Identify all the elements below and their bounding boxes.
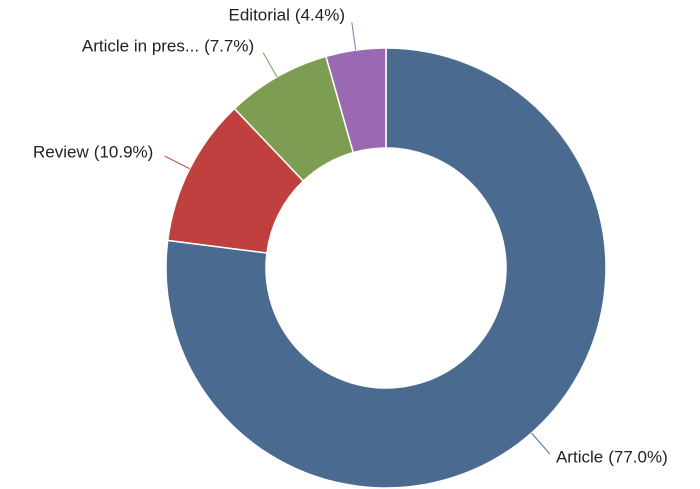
slice-label: Article (77.0%) [556,448,668,467]
category-label: Editorial [229,6,290,25]
category-label: Review [33,143,89,162]
leader-line [262,52,278,78]
value-label: (7.7%) [204,37,254,56]
leader-line [531,432,551,455]
leader-line [351,22,357,51]
donut-slice [325,47,387,154]
value-label: (77.0%) [608,448,668,467]
slice-label: Article in pres... (7.7%) [82,37,254,56]
slice-label: Review (10.9%) [33,143,153,162]
slice-label: Editorial (4.4%) [229,6,346,25]
value-label: (10.9%) [94,143,154,162]
donut-slice [165,47,607,489]
category-label: Article [556,448,603,467]
category-label: Article in pres... [82,37,199,56]
leader-line [164,155,190,170]
value-label: (4.4%) [295,6,345,25]
